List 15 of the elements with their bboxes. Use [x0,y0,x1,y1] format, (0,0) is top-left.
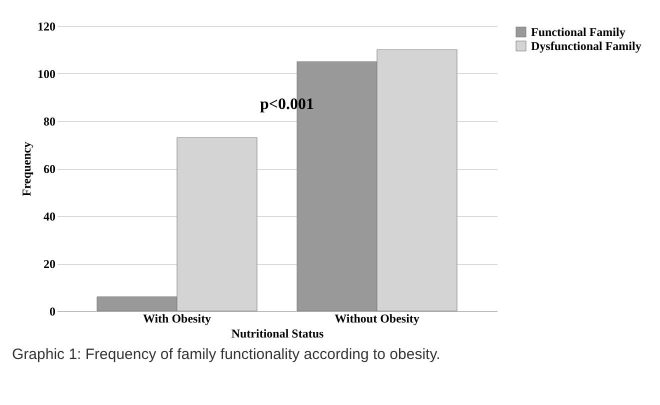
x-tick-label: With Obesity [142,312,212,326]
y-tick-label: 120 [38,20,56,34]
y-tick-label: 100 [38,67,56,81]
y-tick-label: 0 [50,304,56,318]
legend-label: Functional Family [531,25,626,39]
annotation: p<0.001 [260,96,314,113]
y-tick-label: 40 [44,210,56,224]
y-tick-label: 20 [44,257,56,271]
text: Graphic 1: Frequency of family functionality according to obesity. [12,346,442,363]
y-tick-label: 60 [44,162,56,176]
x-axis-title: Nutritional Status [231,326,324,340]
y-tick-label: 80 [44,114,56,128]
y-axis-title: Frequency [20,142,34,196]
x-tick-label: Without Obesity [334,312,420,326]
legend-label: Dysfunctional Family [531,39,642,53]
